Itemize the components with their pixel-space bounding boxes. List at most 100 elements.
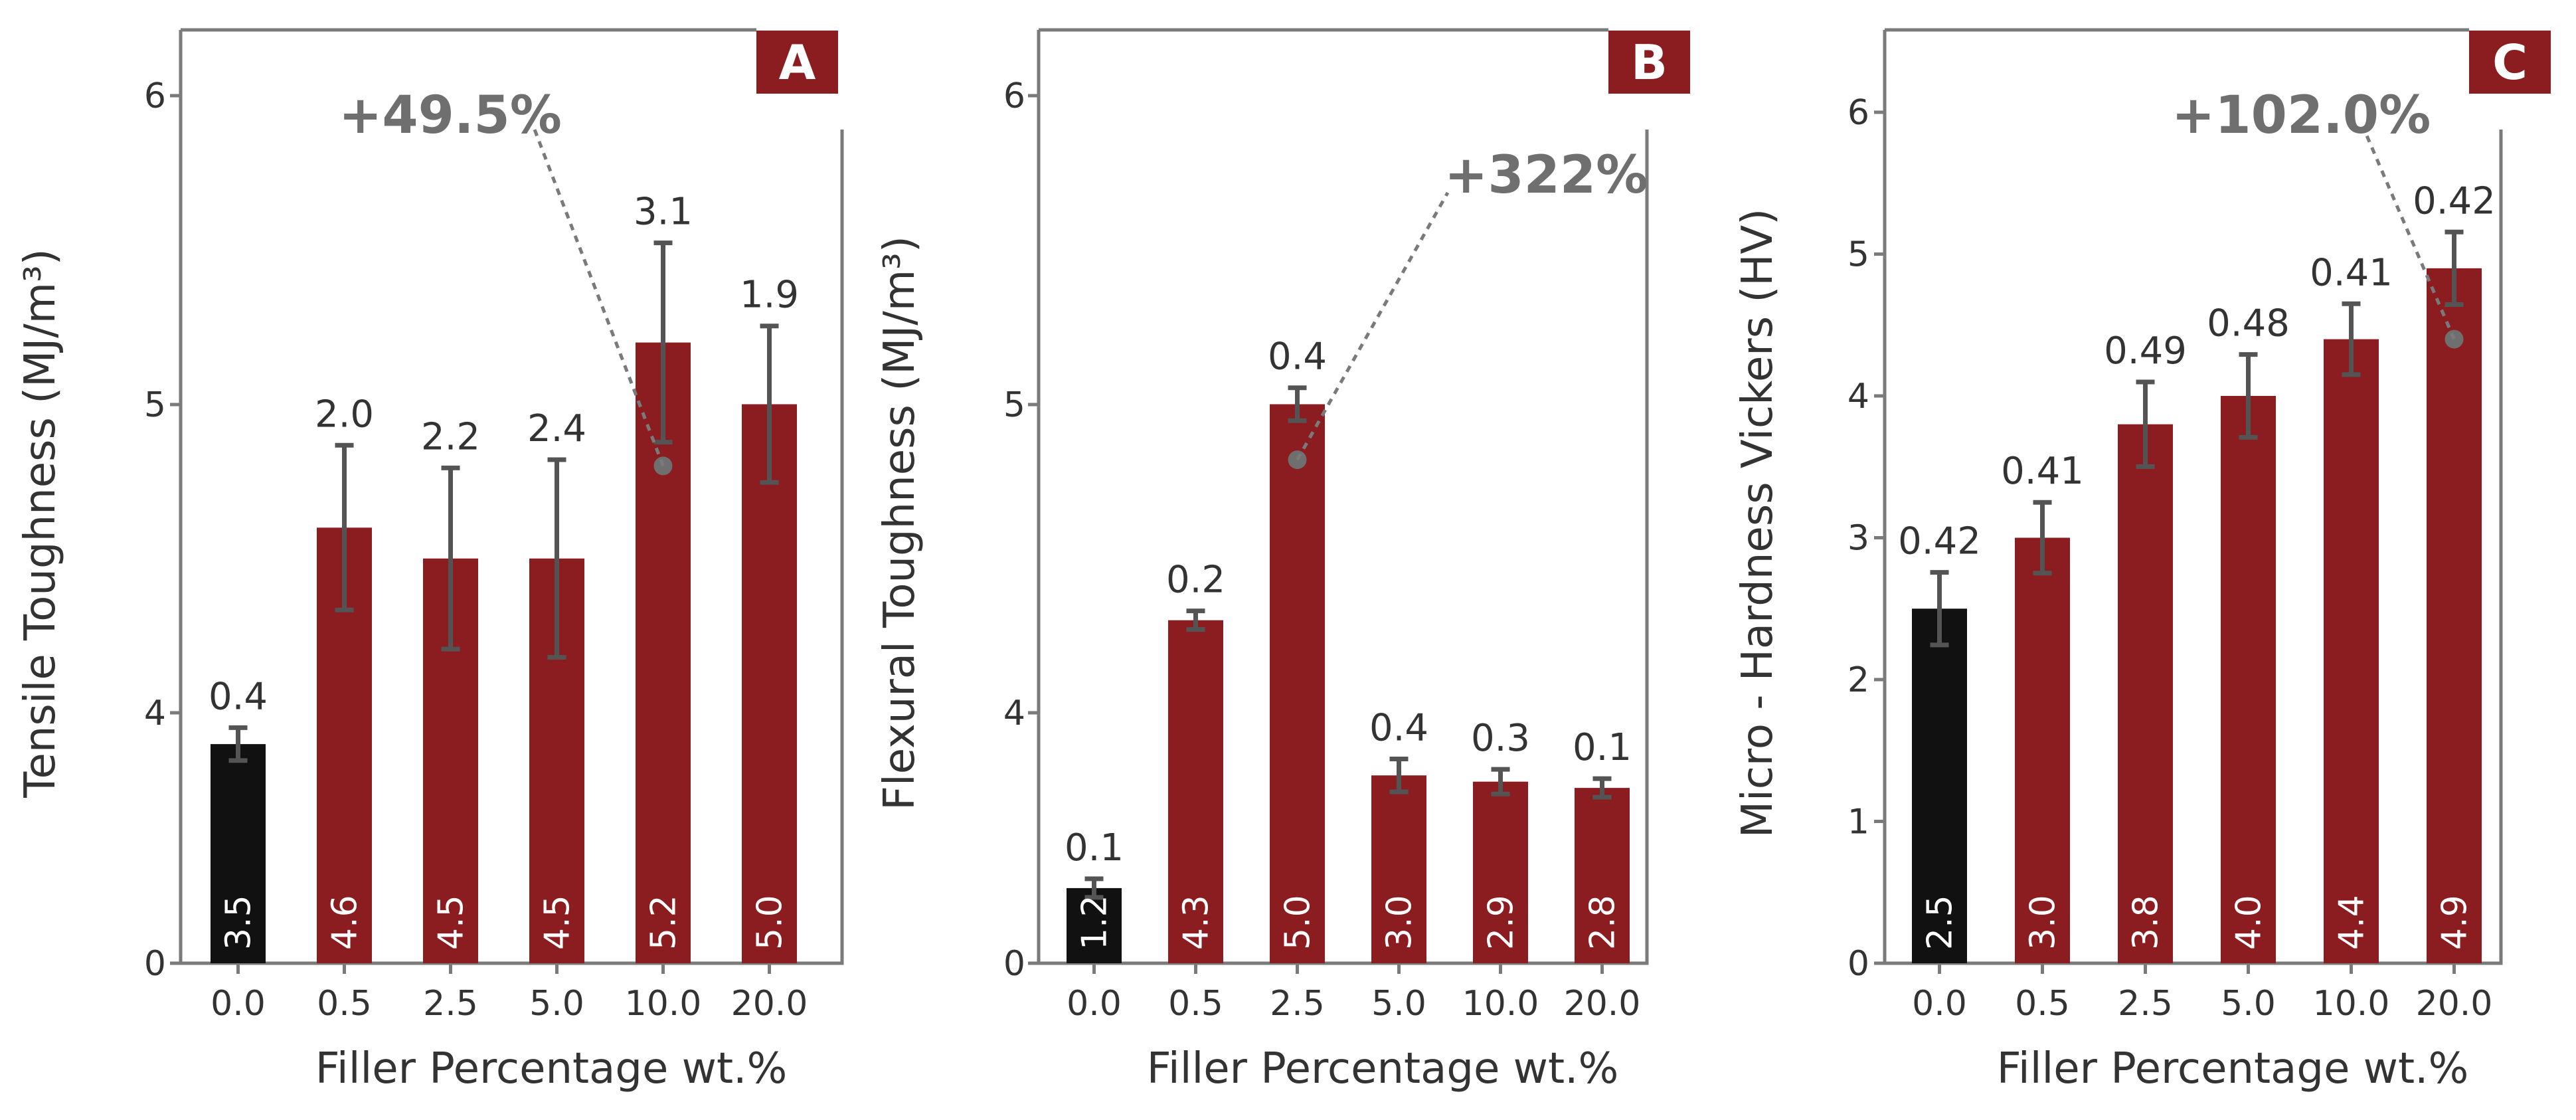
x-tick-label: 5.0 [529,984,584,1024]
bar-value-label: 3.0 [2023,895,2063,950]
std-label: 0.48 [2207,302,2290,345]
std-label: 0.4 [1369,706,1428,749]
bar-10.0 [2324,339,2379,964]
y-tick-label: 4 [1847,377,1869,417]
bar-value-label: 2.5 [1921,895,1960,950]
x-tick-label: 5.0 [1371,984,1426,1024]
x-axis-title: Filler Percentage wt.% [1997,1044,2469,1093]
bar-value-label: 3.5 [219,895,259,950]
bar-0.0 [211,744,266,963]
std-label: 0.3 [1471,717,1530,760]
y-tick-label: 6 [144,76,166,116]
std-label: 0.41 [2310,251,2393,294]
y-tick-label: 4 [144,694,166,733]
std-label: 2.2 [421,415,480,458]
bar-2.5 [1270,404,1325,963]
bar-value-label: 4.4 [2332,895,2372,950]
y-tick-label: 6 [1003,76,1025,116]
std-label: 2.4 [527,407,586,450]
annotation-leader [2362,129,2456,340]
bar-0.0 [1912,608,1967,963]
y-tick-label: 0 [1003,944,1025,984]
bar-value-label: 4.9 [2435,895,2475,950]
panel-letter: A [779,35,816,90]
y-axis-title: Tensile Toughness (MJ/m³) [16,248,65,798]
y-tick-label: 5 [144,385,166,425]
y-tick-label: 2 [1847,660,1869,700]
y-axis-title: Flexural Toughness (MJ/m³) [875,236,924,810]
x-tick-label: 10.0 [2313,984,2390,1024]
axis-frame [1883,30,2503,965]
y-tick-label: 1 [1847,802,1869,842]
x-tick-label: 2.5 [423,984,478,1024]
x-tick-label: 10.0 [1462,984,1539,1024]
bar-value-label: 2.9 [1482,895,1521,950]
std-label: 0.42 [2413,179,2496,223]
annotation-label: +102.0% [2172,86,2431,145]
x-tick-label: 10.0 [625,984,702,1024]
bar-value-label: 5.0 [750,895,790,950]
x-tick-label: 0.0 [1912,984,1967,1024]
x-axis-title: Filler Percentage wt.% [1147,1044,1619,1093]
x-tick-label: 2.5 [1270,984,1325,1024]
y-tick-label: 4 [1003,694,1025,733]
std-label: 0.4 [1268,335,1327,379]
std-label: 1.9 [740,274,799,317]
std-label: 0.41 [2001,450,2084,493]
bar-10.0 [636,342,691,963]
y-axis-title: Micro - Hardness Vickers (HV) [1733,209,1782,838]
x-axis-title: Filler Percentage wt.% [315,1044,788,1093]
y-tick-label: 5 [1847,235,1869,275]
panel-c: 0 1 2 3 4 5 6 Micro - Hardness Vickers (HV) Fill… [1733,28,2551,1093]
x-tick-label: 0.5 [317,984,372,1024]
x-tick-label: 0.0 [1067,984,1122,1024]
bar-0.0 [1067,887,1122,963]
bar-value-label: 2.8 [1583,895,1623,950]
x-tick-label: 20.0 [1564,984,1641,1024]
annotation-leader [533,129,665,467]
annotation-label: +49.5% [339,86,562,145]
std-label: 0.1 [1573,726,1632,769]
std-label: 0.4 [209,675,268,718]
bar-10.0 [1473,781,1528,963]
panel-b: 0 4 5 6 Flexural Toughness (MJ/m³) Filler Per… [875,28,1690,1093]
bar-value-label: 4.5 [538,895,578,950]
bar-value-label: 5.2 [644,895,684,950]
bar-value-label: 4.5 [432,895,472,950]
bar-0.5 [1168,620,1223,963]
std-label: 3.1 [634,191,693,234]
x-tick-label: 2.5 [2118,984,2173,1024]
bar-value-label: 3.0 [1380,895,1420,950]
x-tick-label: 0.0 [211,984,266,1024]
std-label: 0.2 [1166,559,1225,602]
panel-a: 0 4 5 6 Tensile Toughness (MJ/m³) Filler Perc… [16,28,844,1093]
std-label: 2.0 [315,393,374,436]
panel-badge [756,31,838,94]
x-tick-label: 20.0 [2416,984,2493,1024]
bar-20.0 [2427,268,2482,964]
axis-frame [1037,30,1649,965]
bar-value-label: 1.2 [1075,895,1115,950]
y-tick-label: 3 [1847,519,1869,559]
panel-letter: C [2492,35,2528,90]
y-tick-label: 5 [1003,385,1025,425]
bar-value-label: 5.0 [1278,895,1318,950]
panel-badge [1608,31,1690,94]
y-tick-label: 0 [144,944,166,984]
bar-5.0 [2221,396,2276,963]
x-tick-label: 20.0 [731,984,808,1024]
annotation-label: +322% [1444,145,1648,205]
bar-2.5 [2118,424,2173,963]
bar-20.0 [1575,788,1630,963]
bar-value-label: 3.8 [2126,895,2166,950]
bar-0.5 [2015,537,2070,963]
y-tick-label: 0 [1847,944,1869,984]
std-label: 0.1 [1065,826,1124,870]
x-tick-label: 0.5 [1168,984,1223,1024]
y-tick-label: 6 [1847,93,1869,133]
annotation-leader [1296,191,1450,461]
panel-letter: B [1631,35,1668,90]
x-tick-label: 5.0 [2221,984,2276,1024]
bar-value-label: 4.3 [1177,895,1217,950]
bar-20.0 [742,404,797,963]
